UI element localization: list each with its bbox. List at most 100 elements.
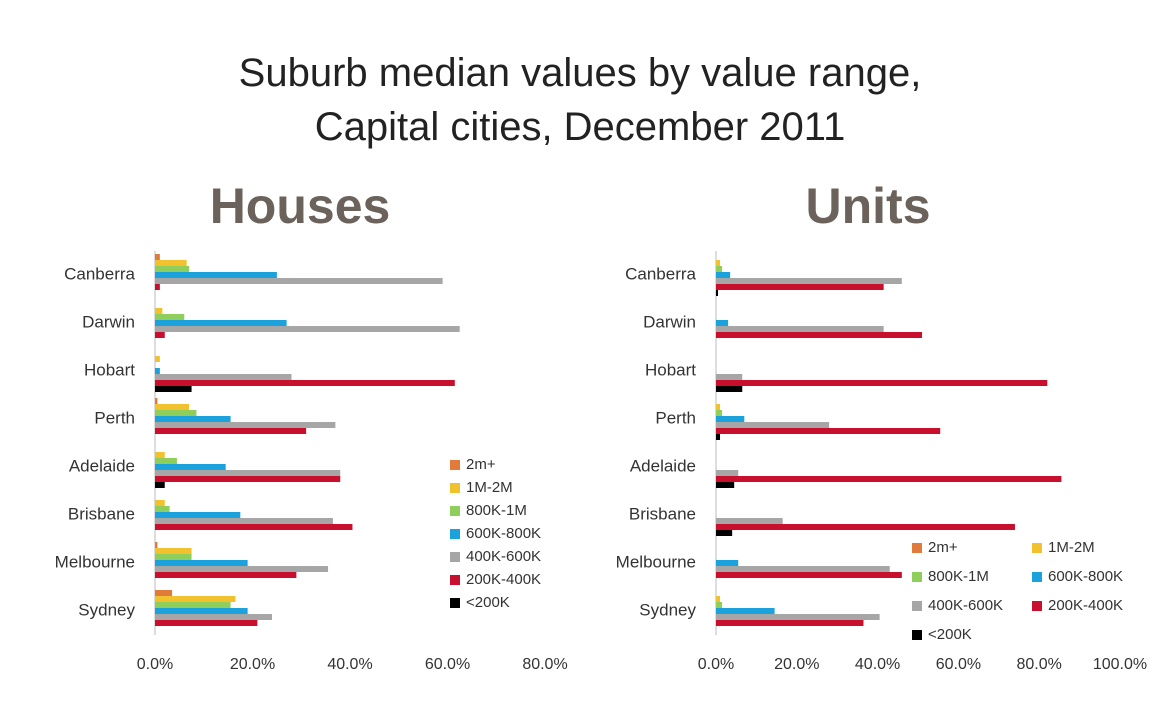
y-tick-label: Canberra — [64, 264, 135, 283]
y-tick-label: Darwin — [643, 312, 696, 331]
legend-swatch — [450, 506, 460, 516]
bar — [716, 434, 721, 440]
bar — [155, 380, 455, 386]
bar — [155, 566, 329, 572]
bar — [155, 356, 160, 362]
legend-label: 200K-400K — [1048, 597, 1123, 614]
bar — [716, 290, 719, 296]
x-tick-label: 60.0% — [425, 656, 470, 673]
bar — [716, 524, 1015, 530]
bar — [716, 374, 743, 380]
bar — [155, 404, 190, 410]
bar — [155, 326, 460, 332]
legend-label: 600K-800K — [1048, 568, 1123, 585]
bar — [716, 572, 902, 578]
legend-label: <200K — [466, 594, 510, 611]
x-tick-label: 40.0% — [855, 656, 900, 673]
x-tick-label: 20.0% — [230, 656, 275, 673]
bar — [155, 524, 353, 530]
legend-swatch — [912, 601, 922, 611]
y-tick-label: Darwin — [82, 312, 135, 331]
legend-label: 1M-2M — [1048, 539, 1095, 556]
bar — [716, 482, 735, 488]
bar — [155, 512, 241, 518]
bar — [155, 278, 443, 284]
legend-label: 600K-800K — [466, 525, 541, 542]
bar — [155, 608, 248, 614]
bar — [716, 518, 783, 524]
x-tick-label: 60.0% — [936, 656, 981, 673]
y-tick-label: Melbourne — [55, 552, 135, 571]
bar — [155, 500, 165, 506]
x-tick-label: 40.0% — [327, 656, 372, 673]
bar — [155, 314, 185, 320]
bar — [155, 386, 192, 392]
legend-swatch — [1032, 572, 1042, 582]
bar — [155, 572, 297, 578]
legend-label: 800K-1M — [928, 568, 989, 585]
bar — [155, 410, 197, 416]
legend-swatch — [912, 630, 922, 640]
legend-label: 400K-600K — [466, 548, 541, 565]
legend-swatch — [1032, 543, 1042, 553]
y-tick-label: Melbourne — [616, 552, 696, 571]
bar — [155, 332, 165, 338]
bar — [155, 482, 165, 488]
bar — [716, 470, 739, 476]
bar — [716, 416, 745, 422]
y-tick-label: Adelaide — [630, 456, 696, 475]
bar — [716, 608, 775, 614]
bar — [716, 386, 743, 392]
legend-swatch — [450, 460, 460, 470]
x-tick-label: 80.0% — [1017, 656, 1062, 673]
bar — [155, 602, 231, 608]
bar — [716, 326, 884, 332]
bar — [716, 320, 729, 326]
bar — [155, 260, 187, 266]
y-tick-label: Adelaide — [69, 456, 135, 475]
bar — [155, 542, 158, 548]
legend-label: 2m+ — [466, 456, 496, 473]
bar — [155, 266, 190, 272]
legend-swatch — [450, 552, 460, 562]
legend-swatch — [450, 598, 460, 608]
y-tick-label: Perth — [94, 408, 135, 427]
bar — [155, 272, 277, 278]
y-tick-label: Hobart — [84, 360, 135, 379]
y-tick-label: Perth — [655, 408, 696, 427]
y-tick-label: Sydney — [78, 600, 135, 619]
bar — [716, 530, 733, 536]
x-tick-label: 100.0% — [1093, 656, 1147, 673]
x-tick-label: 20.0% — [774, 656, 819, 673]
legend-swatch — [450, 575, 460, 585]
legend-swatch — [1032, 601, 1042, 611]
y-tick-label: Hobart — [645, 360, 696, 379]
chart-title: Suburb median values by value range, Cap… — [238, 51, 922, 149]
bar — [155, 422, 336, 428]
y-tick-label: Canberra — [625, 264, 696, 283]
bar — [155, 554, 192, 560]
bar — [716, 620, 864, 626]
bar — [155, 506, 170, 512]
bar — [716, 560, 739, 566]
bar — [716, 260, 721, 266]
bar — [155, 308, 163, 314]
y-tick-label: Brisbane — [629, 504, 696, 523]
bar — [716, 404, 721, 410]
bar — [155, 458, 177, 464]
bar — [155, 560, 248, 566]
bar — [155, 620, 258, 626]
legend-label: 800K-1M — [466, 502, 527, 519]
bar — [716, 602, 723, 608]
bar — [155, 614, 272, 620]
legend-label: <200K — [928, 626, 972, 643]
legend-label: 200K-400K — [466, 571, 541, 588]
legend-swatch — [912, 572, 922, 582]
bar — [155, 284, 160, 290]
bar — [155, 518, 333, 524]
bar — [716, 614, 880, 620]
legend-label: 400K-600K — [928, 597, 1003, 614]
bar — [716, 266, 723, 272]
legend-label: 1M-2M — [466, 479, 513, 496]
